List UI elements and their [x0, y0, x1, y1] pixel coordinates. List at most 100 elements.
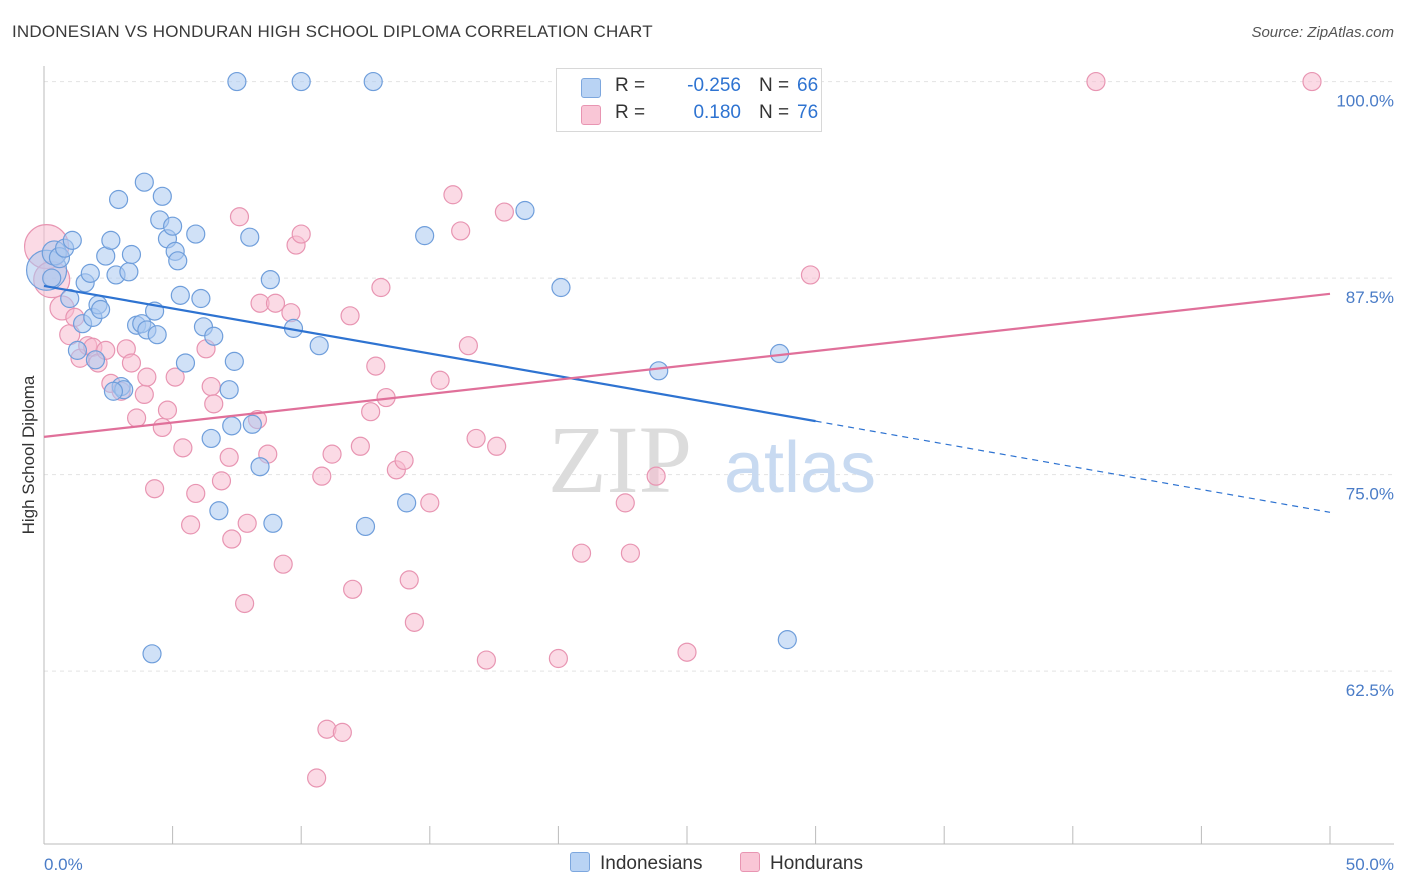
hondurans-point: [137, 367, 157, 387]
hondurans-point: [620, 543, 641, 563]
hondurans-point: [222, 529, 242, 549]
hondurans-point: [265, 293, 286, 313]
indonesians-point: [67, 340, 88, 360]
hondurans-point: [291, 224, 311, 244]
indonesians-point: [108, 189, 129, 210]
chart-title: INDONESIAN VS HONDURAN HIGH SCHOOL DIPLO…: [12, 22, 653, 41]
hondurans-point: [204, 394, 224, 414]
indonesians-point: [170, 285, 190, 305]
legend-swatch-blue: [570, 852, 590, 872]
hondurans-point: [430, 370, 450, 390]
indonesians-point: [85, 350, 106, 370]
indonesians-trend-extension: [815, 420, 1331, 513]
hondurans-trend-line: [43, 292, 1331, 438]
hondurans-point: [494, 202, 514, 222]
indonesians-point: [119, 262, 139, 282]
hondurans-point: [394, 450, 414, 471]
trend-lines: [43, 284, 1331, 513]
hondurans-point: [126, 408, 147, 428]
indonesians-point: [103, 381, 124, 401]
indonesians-point: [260, 270, 280, 290]
indonesians-point: [263, 513, 283, 533]
hondurans-points: [23, 71, 1322, 788]
indonesians-point: [363, 71, 383, 92]
y-tick-label: 62.5%: [1346, 681, 1394, 700]
legend-r-label: R =: [615, 75, 646, 96]
x-tick-label-max: 50.0%: [1346, 855, 1394, 874]
indonesians-point: [224, 351, 244, 371]
indonesians-point: [649, 361, 669, 381]
hondurans-point: [134, 384, 154, 405]
y-tick-label: 100.0%: [1336, 92, 1394, 111]
hondurans-point: [332, 722, 352, 742]
hondurans-point: [361, 402, 381, 422]
hondurans-point: [273, 554, 293, 574]
indonesians-point: [355, 516, 376, 537]
hondurans-point: [181, 515, 201, 535]
hondurans-point: [476, 650, 496, 670]
hondurans-point: [343, 579, 363, 599]
indonesians-point: [163, 216, 183, 236]
hondurans-point: [1086, 71, 1106, 92]
hondurans-point: [399, 570, 419, 590]
x-tick-label-min: 0.0%: [44, 855, 83, 874]
hondurans-point: [173, 438, 193, 458]
hondurans-point: [157, 400, 178, 420]
indonesians-point: [42, 268, 62, 288]
legend-r-value: -0.256: [687, 75, 741, 96]
indonesians-point: [80, 263, 100, 283]
hondurans-point: [646, 466, 666, 486]
source-credit: Source: ZipAtlas.com: [1251, 24, 1394, 41]
hondurans-point: [458, 336, 478, 356]
hondurans-point: [152, 417, 172, 438]
hondurans-point: [404, 612, 424, 632]
indonesians-point: [397, 493, 417, 513]
hondurans-point: [211, 471, 232, 491]
y-tick-label: 75.0%: [1346, 485, 1394, 504]
hondurans-point: [121, 353, 142, 373]
indonesians-points: [25, 71, 797, 664]
hondurans-point: [487, 436, 507, 456]
hondurans-point: [312, 466, 332, 486]
watermark-atlas: atlas: [724, 428, 876, 508]
hondurans-point: [420, 493, 440, 513]
legend-swatch-blue: [581, 78, 601, 98]
indonesians-point: [222, 416, 242, 436]
legend-r-value: 0.180: [693, 102, 741, 123]
hondurans-point: [322, 444, 342, 464]
hondurans-point: [1302, 71, 1322, 92]
indonesians-point: [415, 226, 435, 246]
hondurans-point: [366, 356, 386, 376]
hondurans-point: [235, 593, 255, 614]
indonesians-point: [242, 414, 262, 434]
indonesians-point: [209, 501, 229, 521]
hondurans-point: [451, 221, 471, 241]
axes: [43, 66, 1394, 845]
y-tick-labels: 62.5% 75.0% 87.5% 100.0%: [1336, 92, 1394, 701]
indonesians-point: [250, 457, 270, 477]
legend-swatch-pink: [740, 852, 760, 872]
hondurans-point: [371, 277, 391, 298]
y-tick-label: 87.5%: [1346, 288, 1394, 307]
indonesians-point: [204, 326, 224, 346]
hondurans-point: [571, 543, 592, 563]
indonesians-point: [515, 200, 535, 221]
indonesians-point: [142, 644, 162, 664]
correlation-legend: R = -0.256 N = 66 R = 0.180 N = 76: [556, 68, 822, 132]
indonesians-point: [219, 380, 239, 400]
indonesians-point: [152, 186, 172, 206]
indonesians-point: [175, 353, 196, 373]
indonesians-point: [240, 227, 260, 247]
hondurans-point: [615, 493, 635, 513]
indonesians-point: [777, 630, 797, 650]
hondurans-point: [229, 207, 250, 227]
hondurans-point: [307, 768, 327, 788]
indonesians-point: [551, 277, 571, 298]
hondurans-point: [165, 367, 185, 387]
indonesians-point: [90, 299, 111, 320]
hondurans-point: [800, 265, 821, 285]
hondurans-point: [677, 642, 697, 662]
legend-n-value: 76: [797, 102, 819, 123]
y-axis-label: High School Diploma: [19, 375, 38, 534]
